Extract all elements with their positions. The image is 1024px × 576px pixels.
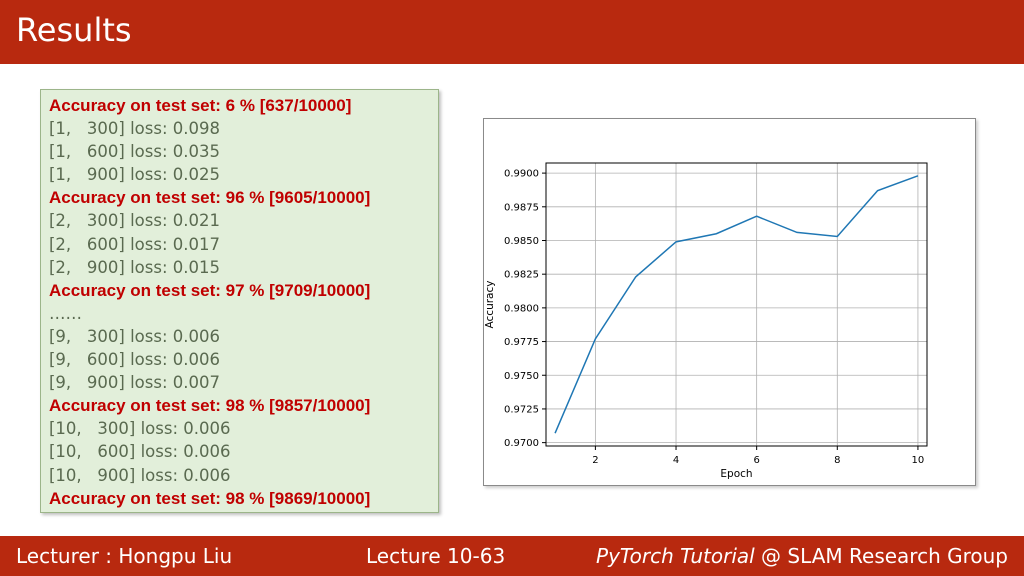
y-tick-label: 0.9850	[504, 236, 539, 247]
loss-line: [1, 300] loss: 0.098	[49, 119, 221, 139]
loss-line: [10, 600] loss: 0.006	[49, 442, 231, 462]
accuracy-series-line	[554, 175, 919, 434]
footer-lecture-number: Lecture 10-63	[366, 544, 506, 568]
x-axis-label: Epoch	[720, 468, 752, 480]
accuracy-line: Accuracy on test set: 97 % [9709/10000]	[49, 280, 371, 300]
x-tick-label: 8	[834, 455, 840, 466]
loss-line: [2, 600] loss: 0.017	[49, 234, 221, 254]
footer-tutorial-name: PyTorch Tutorial	[596, 544, 755, 568]
y-tick-label: 0.9700	[504, 438, 539, 449]
accuracy-chart-svg: 2 4 6 8 10 0.9700 0.9725 0.9750 0.9775 0.9800 0.98…	[484, 162, 928, 480]
y-tick-label: 0.9825	[504, 270, 539, 281]
accuracy-line: Accuracy on test set: 6 % [637/10000]	[49, 96, 352, 115]
plot-area-border	[545, 162, 928, 447]
loss-line: [1, 600] loss: 0.035	[49, 142, 221, 162]
accuracy-chart: 2 4 6 8 10 0.9700 0.9725 0.9750 0.9775 0.9800 0.98…	[483, 118, 976, 486]
y-tick-label: 0.9725	[504, 404, 539, 415]
footer-tutorial: PyTorch Tutorial @ SLAM Research Group	[596, 544, 1008, 568]
loss-line: [10, 300] loss: 0.006	[49, 419, 231, 439]
accuracy-line: Accuracy on test set: 96 % [9605/10000]	[49, 188, 371, 208]
slide-footer: Lecturer : Hongpu Liu Lecture 10-63 PyTo…	[0, 536, 1024, 576]
loss-line: [1, 900] loss: 0.025	[49, 165, 221, 185]
y-tick-label: 0.9750	[504, 371, 539, 382]
slide-title: Results	[16, 11, 132, 49]
loss-line: [9, 900] loss: 0.007	[49, 373, 221, 393]
ellipsis-line: ……	[49, 303, 82, 323]
loss-line: [9, 600] loss: 0.006	[49, 350, 221, 370]
accuracy-line: Accuracy on test set: 98 % [9869/10000]	[49, 488, 371, 508]
x-tick-label: 6	[753, 455, 759, 466]
loss-line: [10, 900] loss: 0.006	[49, 465, 231, 485]
y-tick-label: 0.9875	[504, 202, 539, 213]
y-tick-label: 0.9900	[504, 169, 539, 180]
loss-line: [2, 900] loss: 0.015	[49, 257, 221, 277]
y-tick-label: 0.9775	[504, 337, 539, 348]
footer-group: @ SLAM Research Group	[754, 544, 1008, 568]
accuracy-line: Accuracy on test set: 98 % [9857/10000]	[49, 396, 371, 416]
y-tick-label: 0.9800	[504, 303, 539, 314]
loss-line: [2, 300] loss: 0.021	[49, 211, 221, 231]
footer-lecturer: Lecturer : Hongpu Liu	[16, 544, 233, 568]
loss-line: [9, 300] loss: 0.006	[49, 326, 221, 346]
x-tick-label: 2	[592, 455, 598, 466]
x-tick-label: 4	[673, 455, 679, 466]
x-tick-label: 10	[912, 455, 925, 466]
training-log-box: Accuracy on test set: 6 % [637/10000] [1,…	[40, 89, 439, 513]
y-axis-label: Accuracy	[484, 281, 496, 329]
slide-header: Results	[0, 0, 1024, 64]
